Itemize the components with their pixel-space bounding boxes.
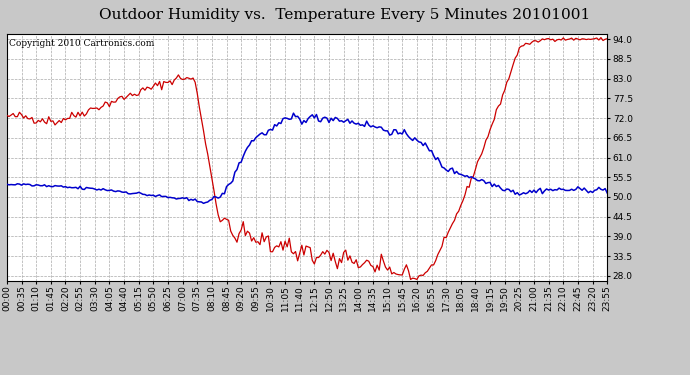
Text: Copyright 2010 Cartronics.com: Copyright 2010 Cartronics.com xyxy=(9,39,154,48)
Text: Outdoor Humidity vs.  Temperature Every 5 Minutes 20101001: Outdoor Humidity vs. Temperature Every 5… xyxy=(99,8,591,21)
